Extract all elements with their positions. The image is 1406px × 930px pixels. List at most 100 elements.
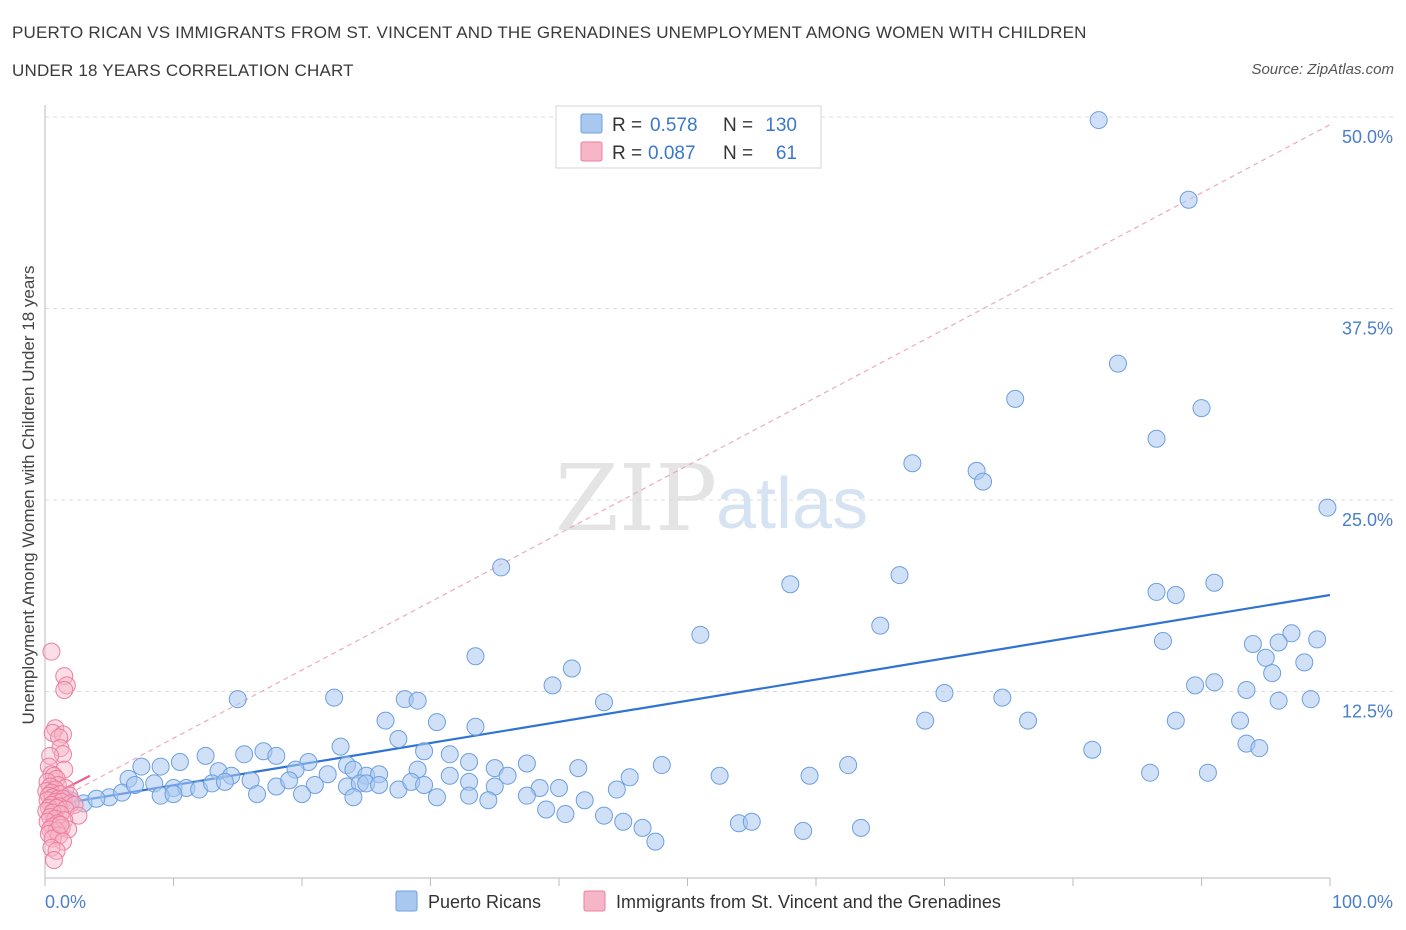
y-tick-label-3: 50.0% (1342, 127, 1393, 147)
point-puerto-ricans-116 (427, 788, 446, 807)
point-st-vincent-3 (55, 680, 74, 699)
point-puerto-ricans-17 (871, 616, 890, 635)
point-puerto-ricans-24 (1295, 653, 1314, 672)
series-legend-swatch-puerto-ricans (395, 890, 418, 912)
point-puerto-ricans-52 (1250, 739, 1269, 758)
source-label: Source: ZipAtlas.com (1251, 61, 1394, 78)
legend-r-value-2: 0.087 (648, 143, 696, 164)
point-puerto-ricans-28 (543, 676, 562, 695)
point-puerto-ricans-8 (974, 472, 993, 491)
point-puerto-ricans-19 (1282, 624, 1301, 643)
legend-r-label-1: R = (612, 115, 642, 136)
point-puerto-ricans-105 (607, 780, 626, 799)
point-puerto-ricans-133 (87, 789, 106, 808)
point-puerto-ricans-40 (594, 693, 613, 712)
point-puerto-ricans-15 (1205, 573, 1224, 592)
legend-n-value-2: 61 (776, 143, 797, 164)
point-puerto-ricans-122 (575, 791, 594, 810)
tick-labels: 12.5% 25.0% 37.5% 50.0% 0.0% 100.0% (45, 127, 1393, 912)
point-puerto-ricans-112 (164, 785, 183, 804)
point-puerto-ricans-44 (916, 711, 935, 730)
chart-title-line-1: PUERTO RICAN VS IMMIGRANTS FROM ST. VINC… (12, 23, 1087, 42)
legend-r-value-1: 0.578 (650, 115, 698, 136)
legend-n-value-1: 130 (765, 115, 797, 136)
point-puerto-ricans-35 (1301, 690, 1320, 709)
point-puerto-ricans-3 (1006, 389, 1025, 408)
point-puerto-ricans-18 (1153, 631, 1172, 650)
point-puerto-ricans-14 (1166, 585, 1185, 604)
series-legend-swatch-st-vincent (583, 890, 606, 912)
point-puerto-ricans-80 (620, 768, 639, 787)
point-puerto-ricans-124 (614, 812, 633, 831)
point-puerto-ricans-49 (331, 737, 350, 756)
point-puerto-ricans-63 (569, 759, 588, 778)
point-puerto-ricans-115 (344, 788, 363, 807)
point-puerto-ricans-100 (415, 775, 434, 794)
point-puerto-ricans-123 (594, 806, 613, 825)
point-puerto-ricans-37 (325, 688, 344, 707)
legend-swatch-puerto-ricans (580, 113, 603, 134)
point-puerto-ricans-41 (376, 711, 395, 730)
y-tick-label-2: 37.5% (1342, 319, 1393, 339)
point-puerto-ricans-9 (1318, 498, 1337, 517)
point-puerto-ricans-82 (800, 766, 819, 785)
point-puerto-ricans-118 (479, 791, 498, 810)
legend-n-label-2: N = (723, 143, 753, 164)
correlation-legend: R = 0.578 N = 130 R = 0.087 N = 61 (555, 105, 822, 169)
point-puerto-ricans-107 (1198, 763, 1217, 782)
point-puerto-ricans-117 (460, 786, 479, 805)
point-puerto-ricans-21 (1269, 633, 1288, 652)
point-puerto-ricans-0 (1089, 111, 1108, 130)
point-puerto-ricans-30 (1186, 676, 1205, 695)
point-puerto-ricans-92 (280, 771, 299, 790)
legend-n-label-1: N = (723, 115, 753, 136)
point-puerto-ricans-39 (408, 691, 427, 710)
point-st-vincent-59 (44, 851, 63, 870)
trendline-puerto-ricans (44, 593, 1331, 808)
watermark-zip: ZIP (555, 445, 717, 552)
point-puerto-ricans-31 (1237, 680, 1256, 699)
point-puerto-ricans-81 (710, 766, 729, 785)
point-puerto-ricans-61 (460, 752, 479, 771)
point-puerto-ricans-57 (415, 742, 434, 761)
point-puerto-ricans-89 (215, 772, 234, 791)
point-puerto-ricans-113 (248, 785, 267, 804)
point-puerto-ricans-6 (903, 454, 922, 473)
point-puerto-ricans-36 (228, 690, 247, 709)
x-tick-label-min: 0.0% (45, 892, 86, 912)
point-puerto-ricans-25 (1263, 664, 1282, 683)
legend-r-label-2: R = (612, 143, 642, 164)
point-puerto-ricans-97 (370, 775, 389, 794)
point-puerto-ricans-43 (466, 717, 485, 736)
y-tick-label-0: 12.5% (1342, 702, 1393, 722)
point-puerto-ricans-126 (646, 832, 665, 851)
series-legend: Puerto Ricans Immigrants from St. Vincen… (395, 890, 1001, 912)
x-tick-label-max: 100.0% (1332, 892, 1393, 912)
point-puerto-ricans-56 (267, 746, 286, 765)
point-puerto-ricans-20 (1243, 635, 1262, 654)
point-puerto-ricans-58 (440, 745, 459, 764)
point-puerto-ricans-50 (1083, 740, 1102, 759)
point-puerto-ricans-16 (691, 625, 710, 644)
chart-title-line-2: UNDER 18 YEARS CORRELATION CHART (12, 61, 354, 80)
point-puerto-ricans-48 (389, 729, 408, 748)
point-puerto-ricans-93 (305, 775, 324, 794)
point-puerto-ricans-125 (633, 818, 652, 837)
point-st-vincent-2 (57, 676, 76, 695)
point-puerto-ricans-2 (1108, 354, 1127, 373)
point-puerto-ricans-33 (993, 688, 1012, 707)
point-puerto-ricans-12 (890, 566, 909, 585)
point-puerto-ricans-27 (562, 659, 581, 678)
point-puerto-ricans-79 (498, 766, 517, 785)
point-puerto-ricans-62 (517, 754, 536, 773)
point-puerto-ricans-45 (1019, 711, 1038, 730)
series-legend-label-puerto-ricans: Puerto Ricans (428, 892, 541, 912)
point-st-vincent-9 (53, 745, 72, 764)
point-puerto-ricans-53 (196, 746, 215, 765)
point-puerto-ricans-5 (1147, 429, 1166, 448)
point-puerto-ricans-67 (151, 757, 170, 776)
y-axis-title: Unemployment Among Women with Children U… (19, 266, 38, 725)
point-puerto-ricans-32 (935, 684, 954, 703)
data-points (37, 111, 1337, 870)
